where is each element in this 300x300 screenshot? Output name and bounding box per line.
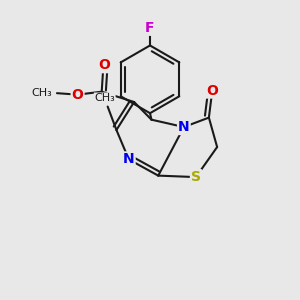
Text: CH₃: CH₃	[32, 88, 52, 98]
Text: CH₃: CH₃	[94, 93, 115, 103]
Text: O: O	[72, 88, 83, 102]
Text: N: N	[123, 152, 135, 167]
Text: F: F	[145, 21, 155, 35]
Text: O: O	[206, 83, 218, 98]
Text: S: S	[191, 170, 201, 184]
Text: O: O	[99, 58, 111, 72]
Text: N: N	[178, 120, 190, 134]
